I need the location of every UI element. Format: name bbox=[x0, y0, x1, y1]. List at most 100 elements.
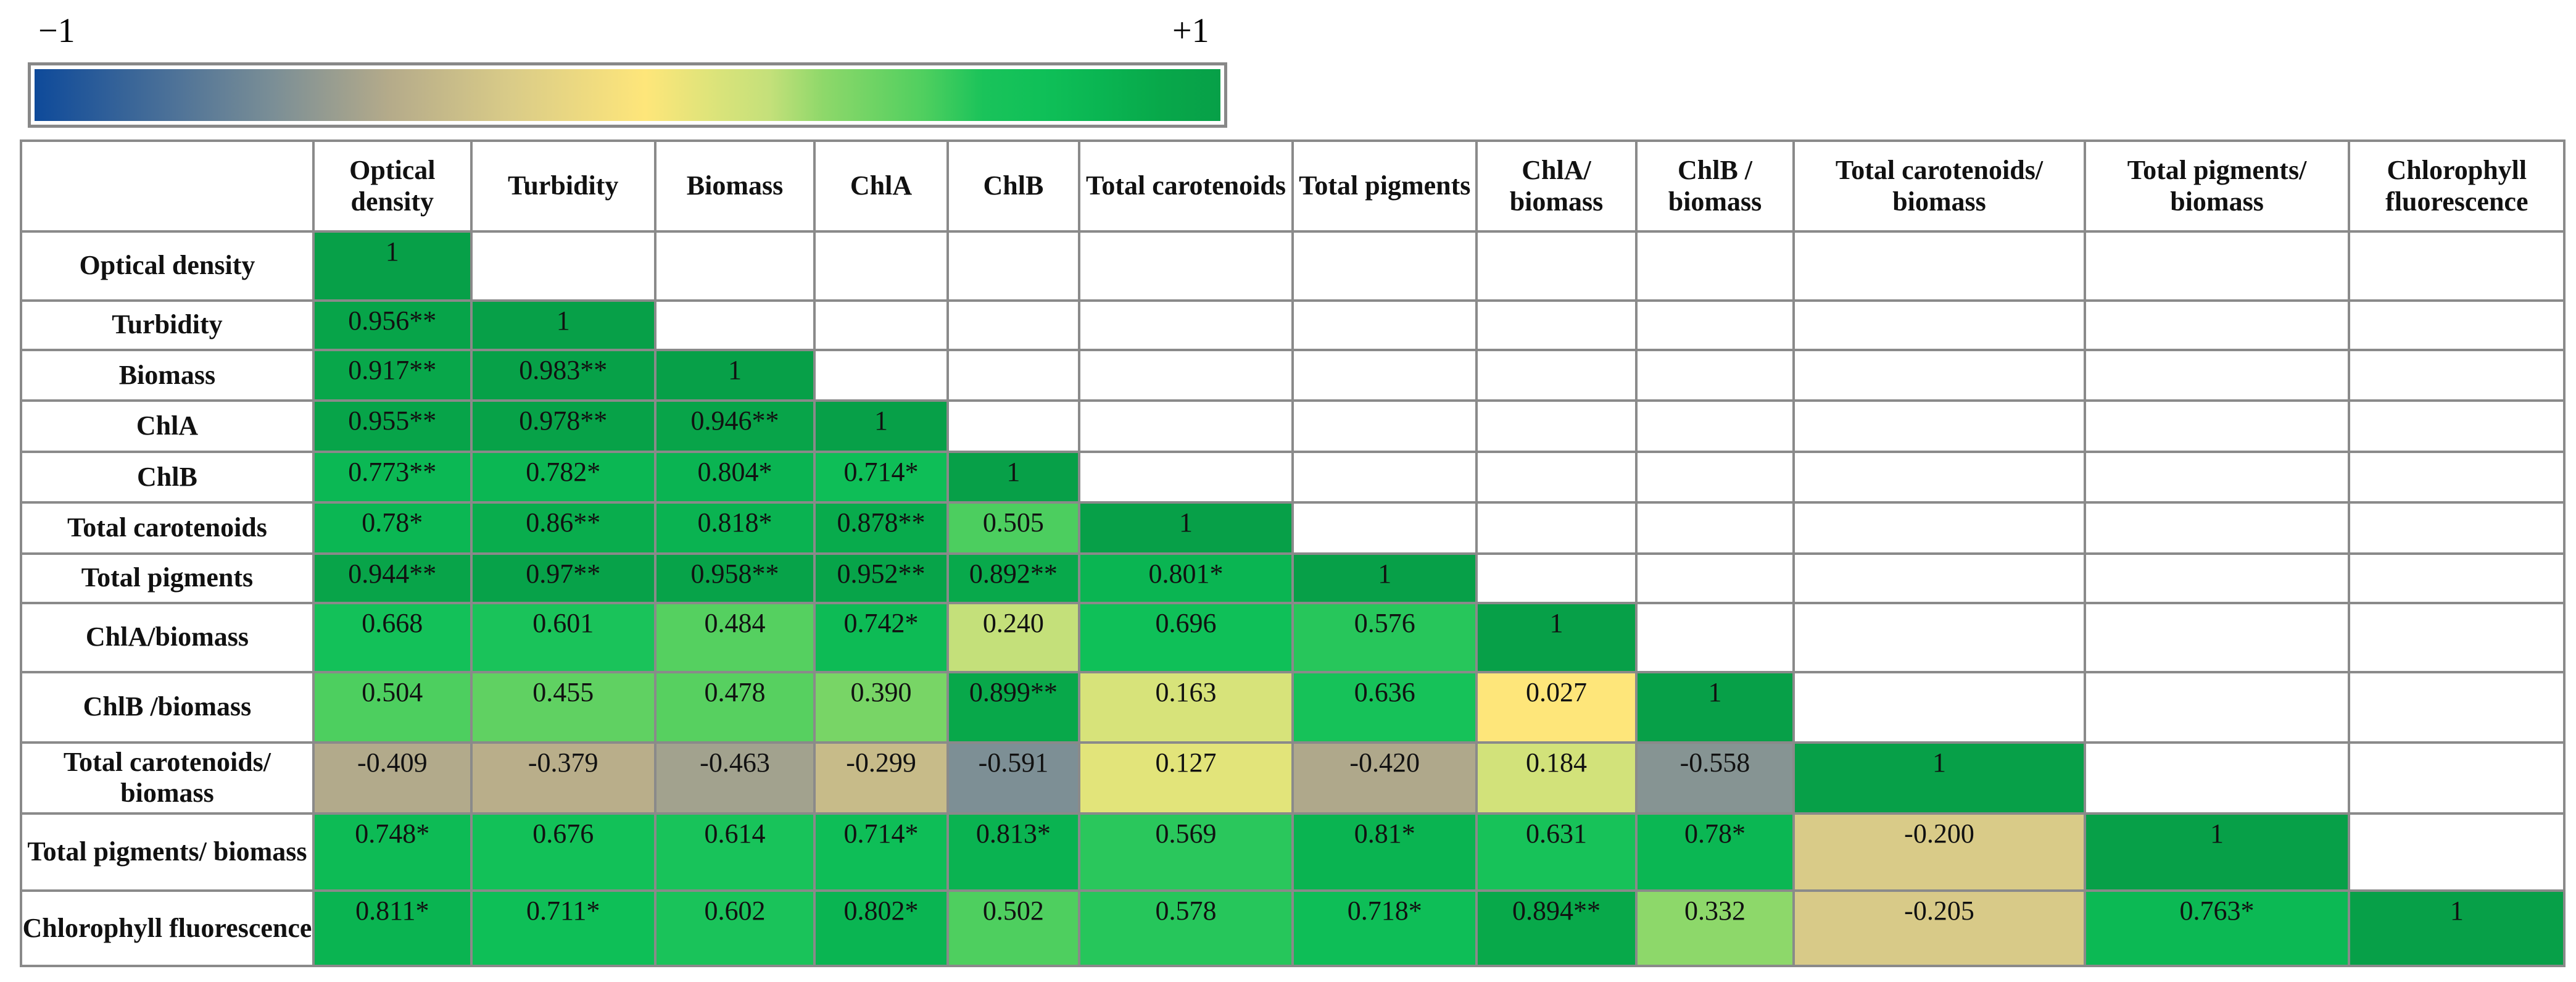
correlation-cell: 0.390 bbox=[813, 670, 949, 744]
correlation-cell: -0.420 bbox=[1291, 741, 1478, 815]
correlation-cell: 0.502 bbox=[946, 889, 1080, 968]
correlation-cell: 1 bbox=[1792, 741, 2086, 815]
correlation-cell: 1 bbox=[1291, 552, 1478, 604]
correlation-cell: -0.558 bbox=[1634, 741, 1795, 815]
correlation-cell: 0.944** bbox=[312, 552, 473, 604]
correlation-cell: 0.636 bbox=[1291, 670, 1478, 744]
empty-cell bbox=[946, 348, 1080, 402]
column-header: ChlB bbox=[946, 139, 1080, 233]
correlation-cell: 1 bbox=[312, 230, 473, 302]
empty-cell bbox=[1634, 299, 1795, 351]
correlation-cell: 0.127 bbox=[1077, 741, 1294, 815]
empty-cell bbox=[2083, 552, 2351, 604]
empty-cell bbox=[1475, 552, 1638, 604]
colorbar-max: +1 bbox=[1172, 12, 1209, 50]
empty-cell bbox=[2348, 741, 2566, 815]
column-header: Total carotenoids/ biomass bbox=[1792, 139, 2086, 233]
correlation-cell: 0.899** bbox=[946, 670, 1080, 744]
correlation-cell: 0.917** bbox=[312, 348, 473, 402]
correlation-cell: 0.81* bbox=[1291, 812, 1478, 892]
correlation-cell: 1 bbox=[1475, 601, 1638, 673]
correlation-cell: 0.601 bbox=[470, 601, 656, 673]
empty-cell bbox=[2348, 670, 2566, 744]
correlation-cell: 0.711* bbox=[470, 889, 656, 968]
correlation-cell: 0.894** bbox=[1475, 889, 1638, 968]
colorbar-min: −1 bbox=[38, 12, 75, 50]
empty-cell bbox=[2083, 601, 2351, 673]
correlation-cell: 0.504 bbox=[312, 670, 473, 744]
empty-cell bbox=[2083, 230, 2351, 302]
column-header: ChlA/ biomass bbox=[1475, 139, 1638, 233]
correlation-cell: 0.748* bbox=[312, 812, 473, 892]
correlation-cell: 0.240 bbox=[946, 601, 1080, 673]
empty-cell bbox=[2348, 348, 2566, 402]
column-header: Total carotenoids bbox=[1077, 139, 1294, 233]
corner-cell bbox=[19, 139, 315, 233]
correlation-cell: 1 bbox=[653, 348, 816, 402]
correlation-cell: 0.878** bbox=[813, 501, 949, 555]
empty-cell bbox=[1792, 670, 2086, 744]
correlation-cell: 0.631 bbox=[1475, 812, 1638, 892]
column-header: Chlorophyll fluorescence bbox=[2348, 139, 2566, 233]
empty-cell bbox=[1792, 348, 2086, 402]
empty-cell bbox=[1634, 348, 1795, 402]
empty-cell bbox=[1475, 348, 1638, 402]
correlation-cell: 0.952** bbox=[813, 552, 949, 604]
column-header: Total pigments bbox=[1291, 139, 1478, 233]
correlation-cell: -0.409 bbox=[312, 741, 473, 815]
correlation-cell: 0.184 bbox=[1475, 741, 1638, 815]
empty-cell bbox=[2083, 670, 2351, 744]
correlation-cell: 0.484 bbox=[653, 601, 816, 673]
correlation-cell: 0.983** bbox=[470, 348, 656, 402]
correlation-cell: 0.027 bbox=[1475, 670, 1638, 744]
empty-cell bbox=[946, 399, 1080, 453]
empty-cell bbox=[653, 230, 816, 302]
colorbar bbox=[28, 62, 1227, 128]
correlation-cell: 0.956** bbox=[312, 299, 473, 351]
correlation-cell: 0.505 bbox=[946, 501, 1080, 555]
empty-cell bbox=[1291, 299, 1478, 351]
colorbar-gradient bbox=[35, 69, 1220, 121]
correlation-cell: 0.714* bbox=[813, 812, 949, 892]
empty-cell bbox=[2348, 601, 2566, 673]
correlation-cell: 0.478 bbox=[653, 670, 816, 744]
row-label: Optical density bbox=[19, 230, 315, 302]
empty-cell bbox=[1792, 299, 2086, 351]
correlation-cell: -0.200 bbox=[1792, 812, 2086, 892]
correlation-cell: 0.773** bbox=[312, 450, 473, 504]
correlation-cell: 1 bbox=[813, 399, 949, 453]
empty-cell bbox=[2083, 501, 2351, 555]
empty-cell bbox=[1792, 552, 2086, 604]
correlation-cell: 0.714* bbox=[813, 450, 949, 504]
empty-cell bbox=[1634, 450, 1795, 504]
row-label: ChlB /biomass bbox=[19, 670, 315, 744]
correlation-cell: 0.802* bbox=[813, 889, 949, 968]
correlation-cell: -0.205 bbox=[1792, 889, 2086, 968]
column-header: ChlA bbox=[813, 139, 949, 233]
correlation-cell: 0.614 bbox=[653, 812, 816, 892]
correlation-cell: 1 bbox=[946, 450, 1080, 504]
correlation-cell: 1 bbox=[1634, 670, 1795, 744]
correlation-cell: 1 bbox=[470, 299, 656, 351]
empty-cell bbox=[946, 230, 1080, 302]
correlation-cell: 0.78* bbox=[312, 501, 473, 555]
empty-cell bbox=[1077, 399, 1294, 453]
empty-cell bbox=[2083, 741, 2351, 815]
empty-cell bbox=[1634, 552, 1795, 604]
empty-cell bbox=[653, 299, 816, 351]
correlation-cell: 1 bbox=[1077, 501, 1294, 555]
empty-cell bbox=[1291, 399, 1478, 453]
correlation-cell: 0.602 bbox=[653, 889, 816, 968]
row-label: Chlorophyll fluorescence bbox=[19, 889, 315, 968]
empty-cell bbox=[1291, 348, 1478, 402]
correlation-cell: 0.818* bbox=[653, 501, 816, 555]
correlation-cell: 0.676 bbox=[470, 812, 656, 892]
column-header: Optical density bbox=[312, 139, 473, 233]
correlation-cell: 0.576 bbox=[1291, 601, 1478, 673]
empty-cell bbox=[1792, 501, 2086, 555]
empty-cell bbox=[1077, 230, 1294, 302]
empty-cell bbox=[1475, 299, 1638, 351]
row-label: Total pigments bbox=[19, 552, 315, 604]
correlation-cell: 0.569 bbox=[1077, 812, 1294, 892]
